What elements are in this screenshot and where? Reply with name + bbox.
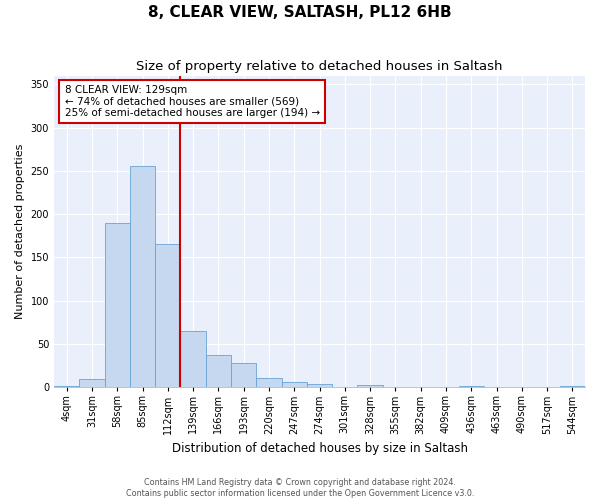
Bar xyxy=(281,382,307,388)
Bar xyxy=(458,386,484,388)
Bar xyxy=(181,331,206,388)
Text: 8, CLEAR VIEW, SALTASH, PL12 6HB: 8, CLEAR VIEW, SALTASH, PL12 6HB xyxy=(148,5,452,20)
Bar xyxy=(79,378,104,388)
Bar xyxy=(130,166,155,388)
Bar xyxy=(104,223,130,388)
Text: Contains HM Land Registry data © Crown copyright and database right 2024.
Contai: Contains HM Land Registry data © Crown c… xyxy=(126,478,474,498)
Bar xyxy=(231,363,256,388)
Bar xyxy=(206,356,231,388)
Bar xyxy=(307,384,332,388)
Text: 8 CLEAR VIEW: 129sqm
← 74% of detached houses are smaller (569)
25% of semi-deta: 8 CLEAR VIEW: 129sqm ← 74% of detached h… xyxy=(65,85,320,118)
Title: Size of property relative to detached houses in Saltash: Size of property relative to detached ho… xyxy=(136,60,503,73)
Bar xyxy=(54,386,79,388)
Y-axis label: Number of detached properties: Number of detached properties xyxy=(15,144,25,319)
X-axis label: Distribution of detached houses by size in Saltash: Distribution of detached houses by size … xyxy=(172,442,467,455)
Bar xyxy=(256,378,281,388)
Bar xyxy=(155,244,181,388)
Bar xyxy=(560,386,585,388)
Bar xyxy=(358,384,383,388)
